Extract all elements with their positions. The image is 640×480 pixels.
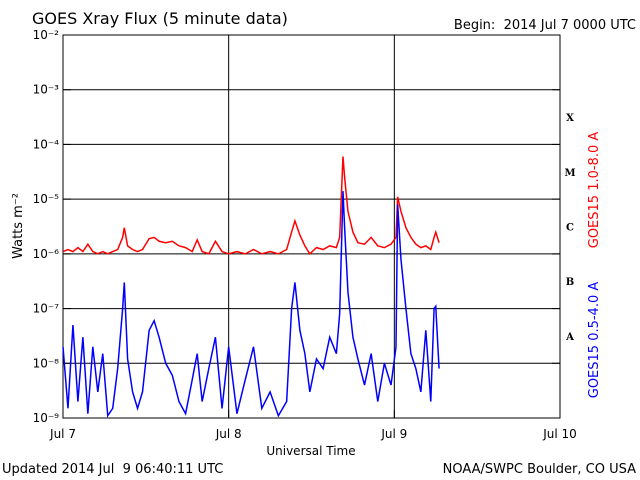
flare-class: M: [564, 168, 575, 179]
x-tick-label: Jul 9: [380, 427, 407, 441]
begin-time: Begin: 2014 Jul 7 0000 UTC: [454, 18, 636, 33]
flare-class: A: [565, 332, 574, 343]
legend-entry: GOES15 0.5-4.0 A: [587, 282, 602, 399]
x-tick-label: Jul 8: [215, 427, 242, 441]
y-tick-label: 10⁻³: [33, 83, 60, 97]
legend-entry: GOES15 1.0-8.0 A: [587, 132, 602, 249]
series-line: [62, 191, 440, 418]
credit: NOAA/SWPC Boulder, CO USA: [443, 462, 636, 477]
x-tick-label: Jul 10: [542, 427, 577, 441]
flare-class: X: [566, 113, 574, 124]
x-axis-label: Universal Time: [266, 444, 355, 458]
y-axis-label: Watts m⁻²: [11, 193, 26, 259]
y-tick-label: 10⁻⁹: [33, 411, 60, 425]
x-tick-label: Jul 7: [49, 427, 76, 441]
updated-time: Updated 2014 Jul 9 06:40:11 UTC: [2, 462, 223, 477]
flare-class: B: [566, 277, 574, 288]
y-tick-label: 10⁻⁷: [33, 302, 60, 316]
series-line: [62, 156, 440, 256]
y-tick-label: 10⁻⁶: [33, 247, 60, 261]
y-tick-label: 10⁻⁵: [33, 192, 60, 206]
y-tick-label: 10⁻⁴: [33, 137, 60, 151]
plot-frame: [62, 34, 561, 419]
chart-title: GOES Xray Flux (5 minute data): [32, 9, 288, 28]
y-tick-label: 10⁻²: [33, 28, 60, 42]
flare-class: C: [566, 223, 574, 234]
y-tick-label: 10⁻⁸: [33, 356, 60, 370]
